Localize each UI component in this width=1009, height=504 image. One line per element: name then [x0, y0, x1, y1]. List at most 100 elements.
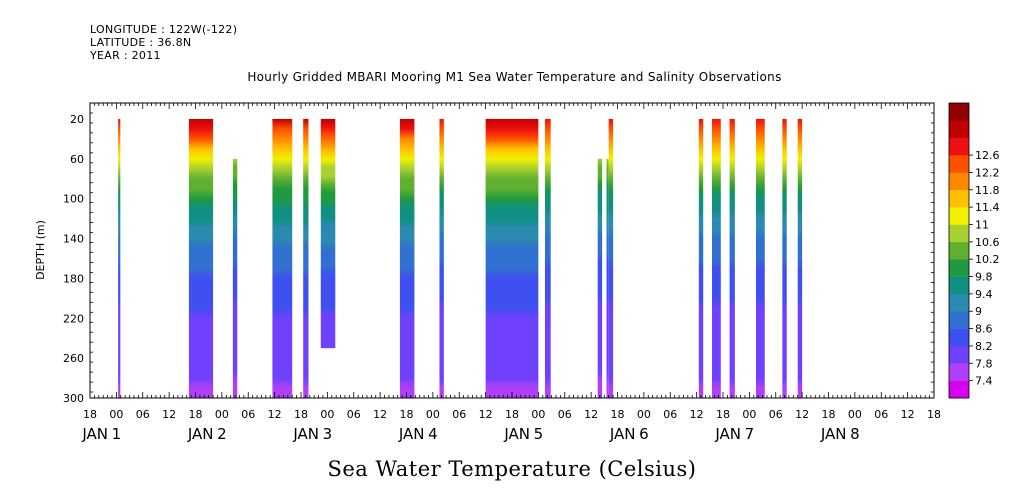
x-tick-label: 06	[452, 408, 466, 421]
x-tick-label: 06	[558, 408, 572, 421]
day-label-month: JAN	[503, 425, 530, 443]
data-column	[320, 118, 336, 349]
axes: 18 00 06 12 18 00 06 12 18 00 06 12 18 00 06 12 18 00 06 12…	[63, 102, 941, 443]
colorbar-label: 9	[975, 305, 982, 318]
data-column	[782, 118, 787, 398]
colorbar-label: 11.4	[975, 201, 1000, 214]
x-tick-label: 18	[505, 408, 519, 421]
data-column	[797, 118, 803, 398]
y-tick-label: 140	[63, 233, 84, 246]
x-tick-label: 12	[690, 408, 704, 421]
data-column	[439, 118, 444, 398]
colorbar-swatch	[949, 311, 969, 329]
colorbar-label: 12.6	[975, 149, 1000, 162]
colorbar-swatch	[949, 207, 969, 225]
data-column	[118, 118, 121, 398]
x-tick-label: 06	[241, 408, 255, 421]
longitude-label: LONGITUDE : 122W(-122)	[90, 23, 238, 36]
x-tick-label: 00	[426, 408, 440, 421]
day-label-month: JAN	[187, 425, 214, 443]
colorbar-label: 10.2	[975, 253, 1000, 266]
colorbar-label: 10.6	[975, 236, 1000, 249]
colorbar-swatch	[949, 120, 969, 139]
x-tick-label: 06	[347, 408, 361, 421]
colorbar-label: 11.8	[975, 184, 1000, 197]
day-label-month: JAN	[398, 425, 425, 443]
day-label-day: 4	[428, 425, 438, 443]
x-tick-label: 06	[769, 408, 783, 421]
x-tick-label: 00	[109, 408, 123, 421]
colorbar-label: 8.6	[975, 323, 993, 336]
colorbar-swatch	[949, 328, 969, 347]
data-column	[755, 118, 765, 398]
colorbar-label: 7.4	[975, 375, 993, 388]
x-axis-label: Sea Water Temperature (Celsius)	[327, 457, 696, 481]
x-tick-label: 18	[822, 408, 836, 421]
x-tick-label: 12	[479, 408, 493, 421]
colorbar-swatch	[949, 345, 969, 364]
colorbar-swatch	[949, 259, 969, 277]
x-tick-label: 00	[742, 408, 756, 421]
colorbar-swatch	[949, 293, 969, 312]
data-column	[544, 118, 551, 398]
x-tick-label: 06	[663, 408, 677, 421]
y-tick-label: 220	[63, 312, 84, 325]
day-label-month: JAN	[820, 425, 847, 443]
year-label: YEAR : 2011	[90, 49, 161, 62]
x-tick-label: 18	[189, 408, 203, 421]
day-label-month: JAN	[292, 425, 319, 443]
day-label-day: 1	[112, 425, 122, 443]
day-label-month: JAN	[714, 425, 741, 443]
day-label-day: 8	[850, 425, 860, 443]
data-column	[272, 118, 293, 398]
colorbar-frame	[948, 102, 970, 399]
colorbar-swatch	[949, 276, 969, 295]
colorbar-label: 7.8	[975, 357, 993, 370]
y-axis-label: DEPTH (m)	[34, 220, 47, 280]
data-column	[729, 118, 735, 398]
colorbar-swatch	[949, 172, 969, 191]
y-tick-label: 260	[63, 352, 84, 365]
colorbar-label: 12.2	[975, 166, 1000, 179]
x-tick-label: 00	[531, 408, 545, 421]
chart-title: Hourly Gridded MBARI Mooring M1 Sea Wate…	[247, 70, 782, 84]
x-tick-label: 00	[637, 408, 651, 421]
colorbar-swatch	[949, 241, 969, 260]
day-label-day: 6	[639, 425, 649, 443]
x-tick-label: 12	[901, 408, 915, 421]
y-tick-label: 300	[63, 392, 84, 405]
day-label-month: JAN	[81, 425, 108, 443]
day-label-day: 3	[323, 425, 333, 443]
colorbar-label: 9.8	[975, 271, 993, 284]
x-tick-label: 18	[927, 408, 941, 421]
colorbar-label: 8.2	[975, 340, 993, 353]
day-label-day: 2	[217, 425, 227, 443]
data-column	[712, 118, 721, 398]
x-tick-label: 12	[162, 408, 176, 421]
data-column	[608, 118, 614, 398]
x-tick-label: 18	[716, 408, 730, 421]
x-tick-label: 12	[795, 408, 809, 421]
x-tick-label: 12	[268, 408, 282, 421]
x-tick-label: 06	[136, 408, 150, 421]
x-tick-label: 06	[874, 408, 888, 421]
colorbar-label: 11	[975, 218, 989, 231]
colorbar-swatch	[949, 155, 969, 173]
colorbar-swatch	[949, 189, 969, 208]
x-tick-label: 00	[848, 408, 862, 421]
data-column	[597, 158, 603, 398]
data-column	[188, 118, 214, 398]
y-tick-label: 180	[63, 272, 84, 285]
data-column	[698, 118, 704, 398]
day-label-month: JAN	[609, 425, 636, 443]
data-columns	[118, 118, 803, 398]
data-column	[232, 158, 238, 398]
x-tick-label: 18	[611, 408, 625, 421]
x-tick-label: 00	[215, 408, 229, 421]
x-tick-label: 12	[584, 408, 598, 421]
colorbar-label: 9.4	[975, 288, 993, 301]
y-tick-label: 100	[63, 193, 84, 206]
x-tick-label: 12	[373, 408, 387, 421]
data-column	[606, 158, 609, 398]
data-column	[303, 118, 309, 398]
